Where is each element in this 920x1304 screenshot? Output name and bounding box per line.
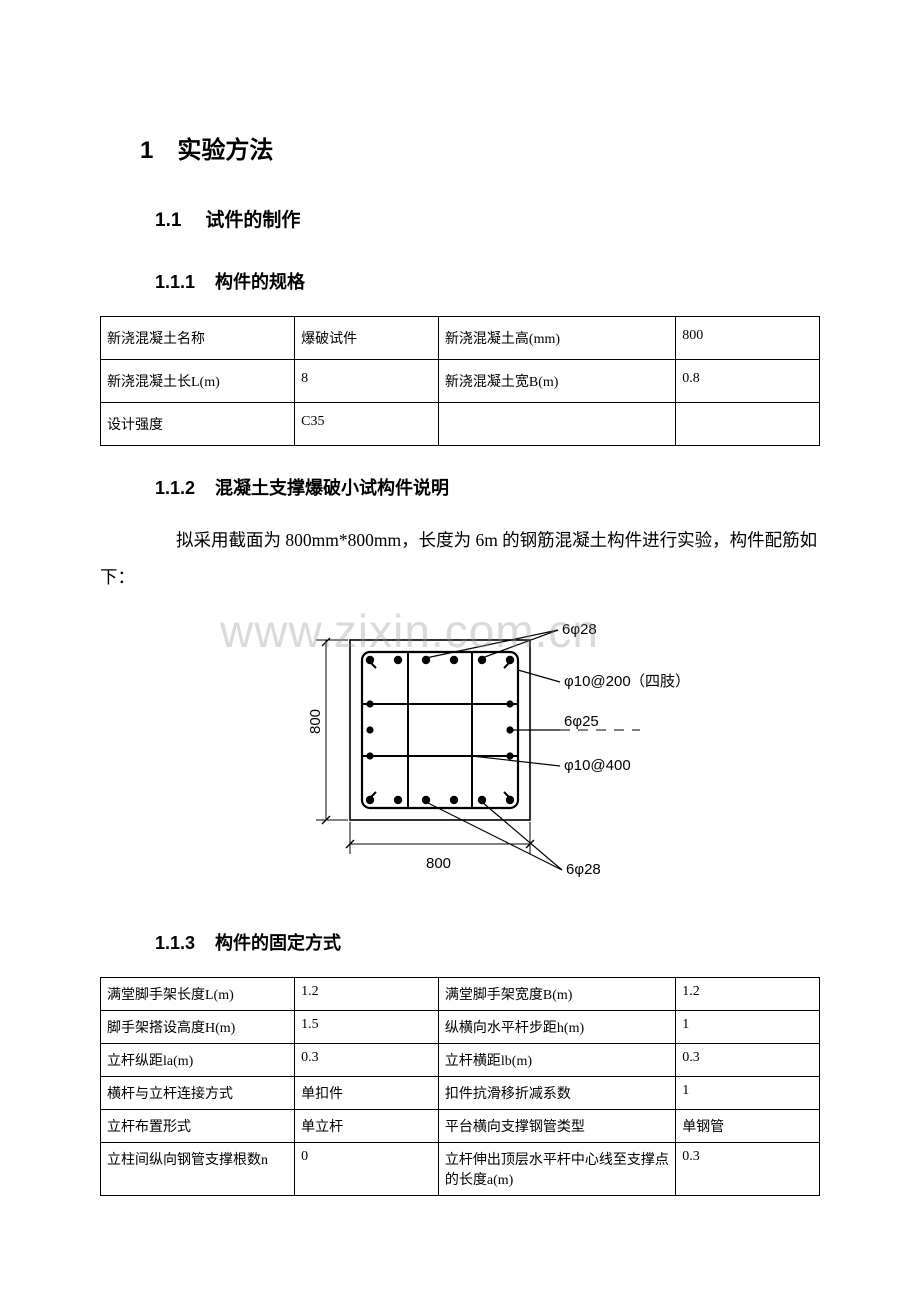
- table-cell: 8: [295, 360, 439, 403]
- table-row: 新浇混凝土名称爆破试件新浇混凝土高(mm)800: [101, 317, 820, 360]
- table-cell: 1.2: [295, 977, 439, 1010]
- table-row: 横杆与立杆连接方式单扣件扣件抗滑移折减系数1: [101, 1076, 820, 1109]
- table-cell: 新浇混凝土长L(m): [101, 360, 295, 403]
- rebar-section-diagram: www.zixin.com.cn: [100, 610, 820, 905]
- table-cell: 纵横向水平杆步距h(m): [438, 1010, 675, 1043]
- table-cell: 设计强度: [101, 403, 295, 446]
- dim-width: 800: [426, 855, 451, 872]
- table-row: 立杆纵距la(m)0.3立杆横距lb(m)0.3: [101, 1043, 820, 1076]
- heading-3-fix: 1.1.3 构件的固定方式: [155, 929, 820, 955]
- table-cell: 1.2: [676, 977, 820, 1010]
- heading-3-spec: 1.1.1 构件的规格: [155, 268, 820, 294]
- heading-3-desc: 1.1.2 混凝土支撑爆破小试构件说明: [155, 474, 820, 500]
- h3-text: 构件的规格: [215, 272, 305, 292]
- h3-text: 混凝土支撑爆破小试构件说明: [215, 478, 449, 498]
- label-bot-rebar: 6φ28: [566, 861, 601, 878]
- spec-table: 新浇混凝土名称爆破试件新浇混凝土高(mm)800新浇混凝土长L(m)8新浇混凝土…: [100, 316, 820, 446]
- table-cell: 立杆横距lb(m): [438, 1043, 675, 1076]
- table-cell: 800: [676, 317, 820, 360]
- table-cell: 立杆伸出顶层水平杆中心线至支撑点的长度a(m): [438, 1142, 675, 1195]
- table-cell: C35: [295, 403, 439, 446]
- table-cell: 平台横向支撑钢管类型: [438, 1109, 675, 1142]
- label-stirrup2: φ10@400: [564, 757, 631, 774]
- table-cell: 1: [676, 1076, 820, 1109]
- table-cell: 单立杆: [295, 1109, 439, 1142]
- table-cell: 单扣件: [295, 1076, 439, 1109]
- table-cell: 满堂脚手架宽度B(m): [438, 977, 675, 1010]
- h1-text: 实验方法: [177, 137, 273, 164]
- h3-text: 构件的固定方式: [215, 933, 341, 953]
- label-stirrup1: φ10@200: [564, 673, 631, 690]
- h2-text: 试件的制作: [205, 210, 300, 231]
- label-mid-rebar: 6φ25: [564, 713, 599, 730]
- h1-number: 1: [140, 137, 153, 164]
- table-row: 设计强度C35: [101, 403, 820, 446]
- table-cell: 单钢管: [676, 1109, 820, 1142]
- document-page: 1 实验方法 1.1 试件的制作 1.1.1 构件的规格 新浇混凝土名称爆破试件新浇混…: [0, 0, 920, 1304]
- h3-number: 1.1.2: [155, 478, 195, 498]
- table-cell: 立柱间纵向钢管支撑根数n: [101, 1142, 295, 1195]
- table-cell: 0.3: [295, 1043, 439, 1076]
- table-cell: 立杆布置形式: [101, 1109, 295, 1142]
- table-cell: 新浇混凝土高(mm): [438, 317, 675, 360]
- table-row: 满堂脚手架长度L(m)1.2满堂脚手架宽度B(m)1.2: [101, 977, 820, 1010]
- paragraph-desc: 拟采用截面为 800mm*800mm，长度为 6m 的钢筋混凝土构件进行实验，构…: [100, 522, 820, 596]
- table-cell: [676, 403, 820, 446]
- table-cell: 满堂脚手架长度L(m): [101, 977, 295, 1010]
- h3-number: 1.1.3: [155, 933, 195, 953]
- section-svg: 6φ28 φ10@200 （四肢） 6φ25 φ10@400 6φ28 800: [240, 610, 680, 900]
- table-row: 立柱间纵向钢管支撑根数n0立杆伸出顶层水平杆中心线至支撑点的长度a(m)0.3: [101, 1142, 820, 1195]
- heading-2: 1.1 试件的制作: [155, 205, 820, 232]
- table-cell: [438, 403, 675, 446]
- table-cell: 脚手架搭设高度H(m): [101, 1010, 295, 1043]
- table-cell: 0.8: [676, 360, 820, 403]
- label-stirrup1-note: （四肢）: [630, 673, 680, 690]
- table-cell: 新浇混凝土名称: [101, 317, 295, 360]
- table-cell: 立杆纵距la(m): [101, 1043, 295, 1076]
- h2-number: 1.1: [155, 210, 181, 231]
- table-cell: 0.3: [676, 1142, 820, 1195]
- label-top-rebar: 6φ28: [562, 621, 597, 638]
- table-cell: 0.3: [676, 1043, 820, 1076]
- dim-height: 800: [307, 708, 324, 733]
- table-cell: 1: [676, 1010, 820, 1043]
- table-row: 脚手架搭设高度H(m)1.5纵横向水平杆步距h(m)1: [101, 1010, 820, 1043]
- table-cell: 爆破试件: [295, 317, 439, 360]
- fixing-table: 满堂脚手架长度L(m)1.2满堂脚手架宽度B(m)1.2脚手架搭设高度H(m)1…: [100, 977, 820, 1196]
- table-cell: 新浇混凝土宽B(m): [438, 360, 675, 403]
- heading-1: 1 实验方法: [140, 130, 820, 165]
- table-cell: 0: [295, 1142, 439, 1195]
- table-row: 立杆布置形式单立杆平台横向支撑钢管类型单钢管: [101, 1109, 820, 1142]
- table-cell: 扣件抗滑移折减系数: [438, 1076, 675, 1109]
- table-cell: 横杆与立杆连接方式: [101, 1076, 295, 1109]
- h3-number: 1.1.1: [155, 272, 195, 292]
- table-row: 新浇混凝土长L(m)8新浇混凝土宽B(m)0.8: [101, 360, 820, 403]
- table-cell: 1.5: [295, 1010, 439, 1043]
